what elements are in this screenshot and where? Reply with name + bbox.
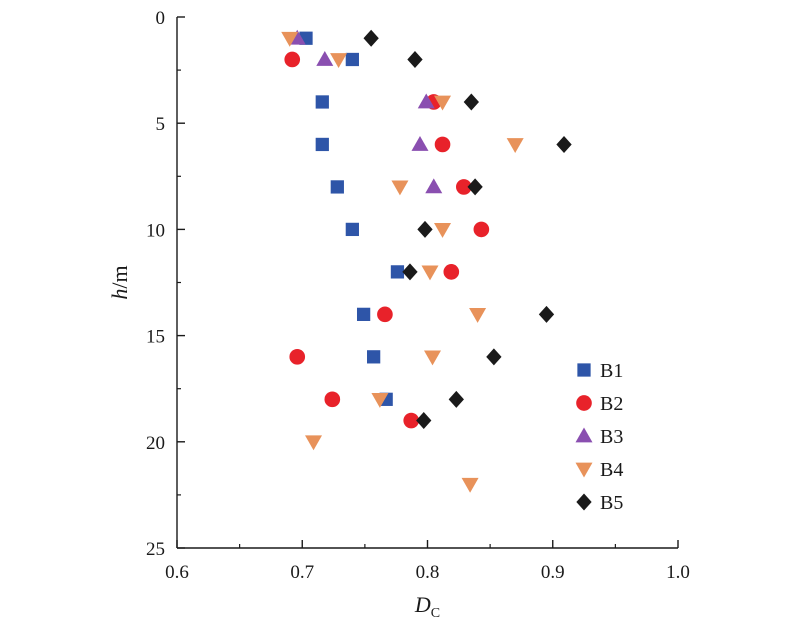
x-axis-label: DC — [414, 592, 440, 621]
data-point — [377, 306, 393, 323]
y-axis-label: h/m — [107, 265, 132, 299]
data-point — [469, 307, 487, 323]
data-point — [416, 412, 432, 430]
legend-item-b2: B2 — [576, 393, 623, 415]
legend-item-b3: B3 — [575, 426, 623, 448]
data-point — [424, 350, 442, 366]
data-point — [443, 264, 460, 280]
data-point — [367, 350, 381, 364]
y-axis-label-unit: /m — [107, 265, 132, 288]
series-b1 — [299, 31, 405, 406]
x-tick-label: 0.7 — [290, 562, 314, 583]
x-tick-label: 0.8 — [416, 562, 440, 583]
series-b2 — [284, 51, 490, 429]
data-point — [538, 305, 555, 323]
data-point — [448, 390, 464, 408]
tick-labels: 0.6 0.7 0.8 0.9 1.0 0 5 10 15 20 25 — [146, 8, 690, 583]
x-axis-label-main: D — [414, 592, 431, 617]
data-point — [315, 95, 329, 109]
series-b4 — [281, 31, 524, 493]
legend-label: B2 — [600, 393, 623, 415]
data-point — [305, 435, 323, 451]
data-point — [356, 307, 371, 321]
legend-item-b5: B5 — [576, 492, 623, 514]
legend-label: B3 — [600, 426, 623, 448]
x-tick-label: 0.6 — [165, 562, 189, 583]
y-axis-label-main: h — [107, 289, 132, 300]
legend-label: B1 — [600, 360, 623, 382]
series-b5 — [363, 29, 572, 430]
y-tick-label: 5 — [156, 114, 166, 135]
legend-label: B5 — [600, 492, 623, 514]
data-point — [473, 221, 490, 238]
data-point — [434, 95, 452, 111]
legend-marker — [575, 427, 593, 443]
data-point — [425, 178, 443, 194]
data-point — [330, 53, 348, 68]
data-point — [391, 180, 409, 196]
data-points — [281, 29, 572, 493]
data-point — [284, 51, 301, 68]
legend-item-b4: B4 — [575, 459, 623, 481]
data-point — [363, 29, 379, 47]
data-point — [461, 477, 479, 493]
data-point — [421, 265, 439, 281]
y-tick-label: 25 — [146, 539, 165, 560]
data-point — [486, 348, 502, 366]
data-point — [506, 138, 524, 153]
data-point — [467, 178, 483, 196]
legend-marker — [575, 462, 593, 478]
data-point — [434, 223, 452, 238]
data-point — [407, 50, 423, 68]
data-point — [330, 180, 344, 194]
data-point — [281, 31, 299, 47]
legend-marker — [577, 363, 591, 377]
legend-marker — [576, 493, 592, 511]
y-tick-label: 0 — [156, 8, 166, 29]
y-tick-label: 15 — [146, 327, 165, 348]
data-point — [463, 93, 479, 111]
axes — [176, 16, 679, 549]
data-point — [345, 222, 359, 237]
data-point — [434, 136, 451, 153]
series-b3 — [288, 29, 443, 194]
legend-item-b1: B1 — [577, 360, 623, 382]
legend-marker — [576, 395, 592, 411]
y-tick-label: 10 — [146, 220, 165, 241]
data-point — [371, 392, 389, 408]
data-point — [417, 93, 435, 109]
data-point — [411, 135, 429, 151]
x-tick-label: 0.9 — [541, 562, 565, 583]
data-point — [345, 52, 359, 67]
legend: B1 B2 B3 B4 B5 — [575, 360, 623, 514]
data-point — [315, 137, 329, 152]
data-point — [556, 135, 572, 153]
data-point — [417, 220, 433, 238]
data-point — [289, 349, 306, 365]
data-point — [403, 412, 420, 429]
data-point — [456, 179, 472, 195]
data-point — [324, 391, 341, 408]
data-point — [402, 263, 418, 281]
x-tick-label: 1.0 — [666, 562, 690, 583]
data-point — [390, 265, 405, 279]
data-point — [316, 50, 334, 66]
y-tick-label: 20 — [146, 433, 165, 454]
x-axis-label-subscript: C — [431, 606, 440, 621]
legend-label: B4 — [600, 459, 623, 481]
